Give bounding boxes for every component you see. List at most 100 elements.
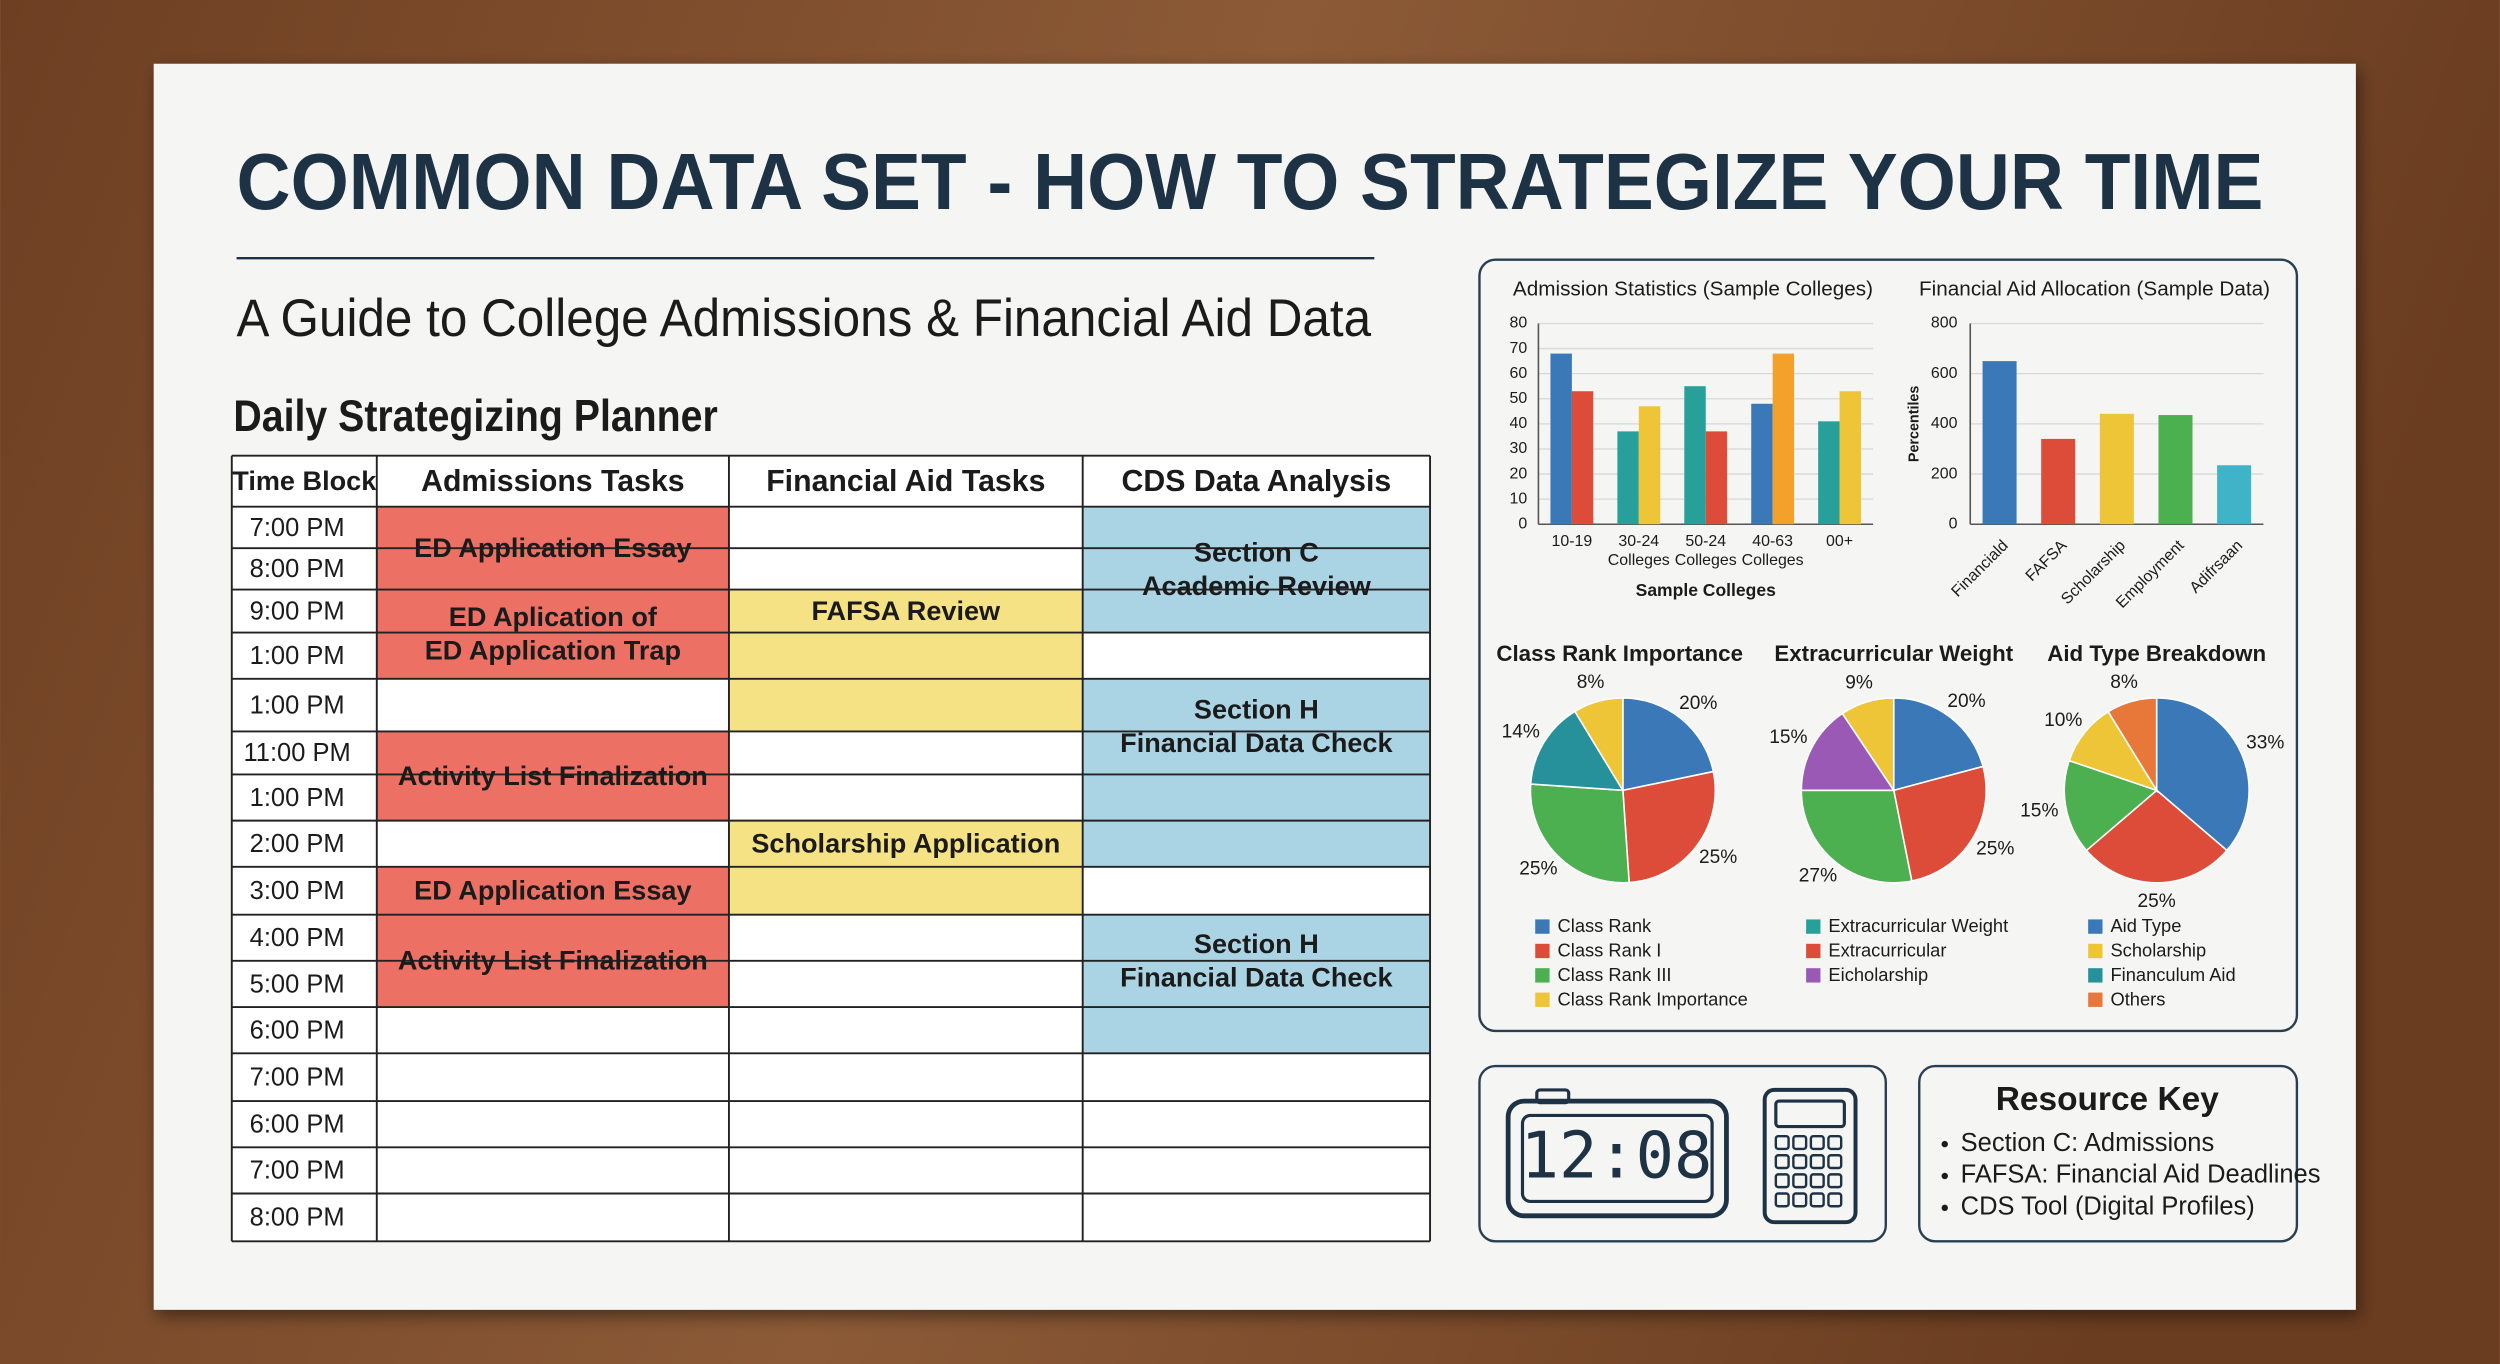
- task-label: Activity List Finalization: [398, 760, 708, 791]
- pie-label: 9%: [1845, 673, 1873, 694]
- pie-slice: [2085, 789, 2229, 884]
- y-axis-label: Percentiles: [1906, 386, 1922, 462]
- calculator-key: [1827, 1173, 1843, 1189]
- chart-title: Admission Statistics (Sample Colleges): [1513, 277, 1873, 300]
- task-block: [728, 632, 1083, 732]
- time-label: 7:00 PM: [250, 1157, 345, 1185]
- task-label: FAFSA Review: [812, 595, 1002, 626]
- clock-box: [1478, 1064, 1887, 1243]
- pie-label: 25%: [1976, 838, 2014, 859]
- time-label: 3:00 PM: [250, 877, 345, 905]
- legend-label: Extracurricular Weight: [1828, 915, 2008, 936]
- time-label: 6:00 PM: [250, 1016, 345, 1044]
- y-tick-label: 40: [1510, 415, 1528, 432]
- pie-label: 25%: [1699, 847, 1737, 868]
- pie-slice: [1573, 697, 1624, 794]
- y-tick-label: 70: [1510, 340, 1528, 357]
- resource-box: [1918, 1064, 2299, 1243]
- task-label: Financial Data Check: [1120, 961, 1393, 992]
- bar: [1550, 353, 1572, 525]
- bullet: [1941, 1140, 1948, 1148]
- legend-swatch: [1806, 919, 1821, 934]
- x-tick-label: 40-63 Colleges: [1742, 533, 1804, 569]
- x-tick-label: 10-19: [1552, 533, 1593, 550]
- resource-title: Resource Key: [1996, 1081, 2220, 1118]
- y-tick-label: 30: [1510, 440, 1528, 457]
- task-block: [1082, 1007, 1431, 1054]
- resource-item: FAFSA: Financial Aid Deadlines: [1961, 1161, 2321, 1189]
- x-tick-label: 00+: [1826, 533, 1853, 550]
- legend-label: Class Rank: [1558, 915, 1652, 936]
- chart-title: Aid Type Breakdown: [2047, 641, 2266, 666]
- pie-slice: [1529, 783, 1631, 884]
- time-label: 4:00 PM: [250, 924, 345, 952]
- time-label: 8:00 PM: [250, 1204, 345, 1232]
- bar: [2158, 415, 2193, 525]
- bar: [2041, 438, 2076, 525]
- bar: [1684, 386, 1706, 525]
- planner-table: Time Block Admissions Tasks Financial Aid …: [230, 454, 1432, 1243]
- legend-swatch: [1806, 968, 1821, 983]
- column-header: Admissions Tasks: [421, 465, 685, 498]
- task-block: [376, 866, 729, 915]
- y-tick-label: 200: [1931, 465, 1958, 482]
- pie-slice: [1892, 697, 1984, 792]
- calculator-key: [1827, 1192, 1843, 1208]
- resource-list: Section C: Admissions FAFSA: Financial Ai…: [1941, 1129, 2321, 1221]
- bar: [1571, 391, 1594, 525]
- pie-slice: [1622, 770, 1717, 884]
- y-tick-label: 800: [1931, 315, 1958, 332]
- y-tick-label: 0: [1949, 515, 1958, 532]
- task-block: [728, 589, 1083, 633]
- pie-slice: [2155, 697, 2250, 852]
- time-label: 9:00 PM: [250, 597, 345, 625]
- pie-label: 27%: [1799, 866, 1837, 887]
- legend-swatch: [2088, 968, 2103, 983]
- bar: [1839, 391, 1861, 525]
- bar: [1982, 361, 2017, 525]
- bar: [1772, 353, 1795, 525]
- pie-slice: [1800, 712, 1896, 792]
- y-tick-label: 20: [1510, 465, 1528, 482]
- calculator-key: [1809, 1192, 1825, 1208]
- y-tick-label: 0: [1518, 515, 1527, 532]
- column-header: Financial Aid Tasks: [766, 465, 1045, 498]
- resource-key: Resource Key Section C: Admissions FAFSA:…: [1918, 1064, 2321, 1243]
- legend-swatch: [1535, 992, 1550, 1007]
- chart-title: Class Rank Importance: [1496, 641, 1743, 666]
- clock-screen: [1520, 1113, 1714, 1204]
- task-block: [728, 866, 1083, 915]
- legend-swatch: [2088, 992, 2103, 1007]
- legend-label: Financulum Aid: [2110, 964, 2235, 985]
- time-label: 8:00 PM: [250, 555, 345, 583]
- pie-slice: [1800, 789, 1913, 884]
- legend-swatch: [1535, 943, 1550, 959]
- legend-label: Aid Type: [2110, 915, 2181, 936]
- resource-item: Section C: Admissions: [1961, 1129, 2215, 1157]
- calculator-key: [1774, 1154, 1790, 1170]
- calculator-key: [1809, 1154, 1825, 1170]
- calculator-key: [1827, 1154, 1843, 1170]
- column-header: CDS Data Analysis: [1122, 465, 1392, 498]
- x-tick-label: 30-24 Colleges: [1608, 533, 1670, 569]
- legend-label: Extracurricular: [1828, 940, 1946, 961]
- legend-swatch: [2088, 919, 2103, 934]
- time-label: 2:00 PM: [250, 830, 345, 858]
- clock-display: 12:08: [1521, 1120, 1713, 1194]
- calculator-key: [1809, 1134, 1825, 1151]
- legend-label: Eicholarship: [1828, 964, 1928, 985]
- legend-swatch: [2088, 943, 2103, 959]
- bar: [1638, 406, 1661, 525]
- time-label: 1:00 PM: [250, 691, 345, 719]
- pie-slice: [1622, 697, 1715, 792]
- time-label: 11:00 PM: [244, 739, 351, 767]
- legend-swatch: [1535, 968, 1550, 983]
- chart-title: Financial Aid Allocation (Sample Data): [1919, 277, 2270, 300]
- bar: [1705, 431, 1728, 525]
- y-tick-label: 10: [1510, 490, 1528, 507]
- x-tick-label: 50-24 Colleges: [1675, 533, 1737, 569]
- calculator-key: [1809, 1173, 1825, 1189]
- pie-label: 14%: [1502, 721, 1540, 742]
- time-label: 1:00 PM: [250, 784, 345, 812]
